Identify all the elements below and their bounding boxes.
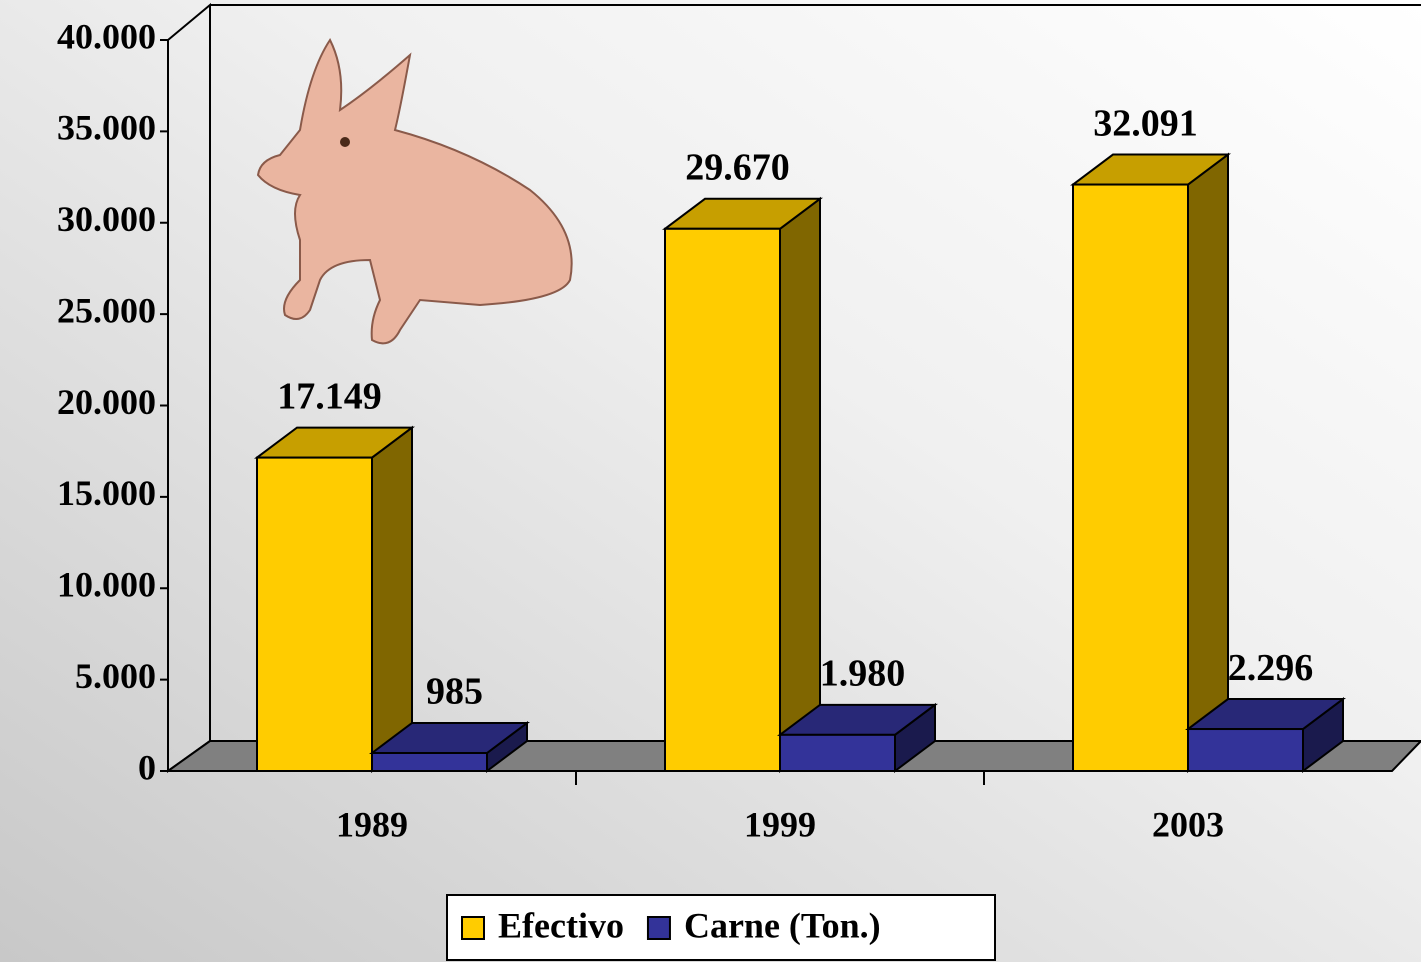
y-tick-label: 15.000 <box>57 473 156 513</box>
x-tick-label: 1989 <box>336 804 408 844</box>
legend-swatch <box>461 916 485 940</box>
bar-front <box>1072 183 1189 772</box>
bar-front <box>779 733 896 772</box>
data-label: 29.670 <box>685 146 790 188</box>
bar-side <box>1187 152 1229 773</box>
bar <box>662 196 823 773</box>
data-label: 17.149 <box>277 375 382 417</box>
pig-illustration <box>256 38 573 345</box>
bar <box>1070 152 1231 773</box>
bar <box>1185 697 1346 773</box>
y-tick-label: 0 <box>138 747 156 787</box>
data-label: 32.091 <box>1093 102 1198 144</box>
data-label: 985 <box>426 671 483 713</box>
data-label: 2.296 <box>1228 647 1314 689</box>
legend <box>446 894 996 961</box>
bar-front <box>1187 728 1304 772</box>
y-tick-label: 40.000 <box>57 16 156 56</box>
bar <box>369 720 530 773</box>
y-tick-label: 10.000 <box>57 565 156 605</box>
bar-side <box>779 196 821 773</box>
data-label: 1.980 <box>820 653 906 695</box>
legend-swatch <box>646 916 671 940</box>
y-tick-label: 20.000 <box>57 382 156 422</box>
x-tick-label: 2003 <box>1152 804 1224 844</box>
y-tick-label: 35.000 <box>57 108 156 148</box>
legend-label: Carne (Ton.) <box>684 905 881 945</box>
y-tick-label: 5.000 <box>75 656 156 696</box>
bar-front <box>256 456 373 772</box>
y-tick-label: 30.000 <box>57 199 156 239</box>
y-tick-label: 25.000 <box>57 290 156 330</box>
bar <box>777 702 938 773</box>
bar-front <box>371 751 488 773</box>
legend-label: Efectivo <box>498 905 624 945</box>
bar <box>254 425 415 773</box>
bar-side <box>371 425 413 773</box>
bar-front <box>664 227 781 772</box>
x-tick-label: 1999 <box>744 804 816 844</box>
